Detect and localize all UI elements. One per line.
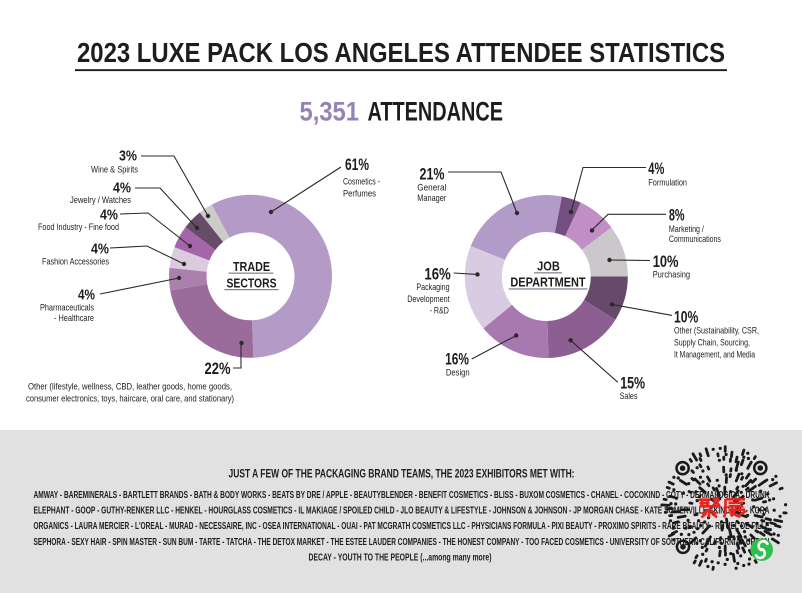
svg-text:4%: 4% — [78, 287, 95, 304]
svg-text:16%: 16% — [445, 350, 469, 369]
svg-text:Cosmetics -: Cosmetics - — [343, 177, 380, 187]
svg-text:Packaging: Packaging — [416, 282, 449, 292]
svg-text:Other (Sustainability, CSR,: Other (Sustainability, CSR, — [674, 326, 759, 336]
svg-text:15%: 15% — [620, 373, 645, 392]
svg-text:Pharmaceuticals: Pharmaceuticals — [40, 303, 94, 313]
svg-text:4%: 4% — [100, 207, 118, 224]
svg-text:It Management, and Media: It Management, and Media — [674, 350, 756, 360]
svg-text:consumer electronics, toys, ha: consumer electronics, toys, haircare, or… — [26, 394, 234, 404]
svg-text:8%: 8% — [669, 206, 685, 225]
svg-text:DEPARTMENT: DEPARTMENT — [510, 276, 586, 290]
svg-text:Perfumes: Perfumes — [343, 189, 376, 199]
svg-text:10%: 10% — [653, 252, 679, 271]
svg-text:DECAY - YOUTH TO THE PEOPLE (.: DECAY - YOUTH TO THE PEOPLE (...among ma… — [309, 552, 492, 563]
svg-text:- Healthcare: - Healthcare — [54, 313, 94, 323]
svg-text:Purchasing: Purchasing — [653, 269, 690, 279]
svg-text:Marketing /: Marketing / — [669, 224, 704, 234]
svg-text:JOB: JOB — [537, 260, 560, 274]
svg-text:4%: 4% — [113, 180, 131, 197]
svg-text:4%: 4% — [648, 159, 664, 178]
svg-text:61%: 61% — [345, 155, 369, 174]
svg-text:General: General — [417, 183, 446, 193]
svg-text:21%: 21% — [420, 165, 445, 184]
svg-text:SECTORS: SECTORS — [227, 277, 277, 291]
svg-text:Fashion Accessories: Fashion Accessories — [42, 257, 109, 267]
svg-text:2023 LUXE PACK LOS ANGELES ATT: 2023 LUXE PACK LOS ANGELES ATTENDEE STAT… — [77, 37, 725, 68]
svg-text:Design: Design — [446, 367, 470, 377]
svg-text:Development: Development — [407, 294, 450, 304]
svg-text:ORGANICS - LAURA MERCIER - L'O: ORGANICS - LAURA MERCIER - L'OREAL - MUR… — [34, 521, 770, 532]
svg-text:JUST A FEW OF THE PACKAGING BR: JUST A FEW OF THE PACKAGING BRAND TEAMS,… — [229, 467, 575, 481]
svg-text:10%: 10% — [674, 308, 698, 327]
svg-text:Other (lifestyle, wellness, CB: Other (lifestyle, wellness, CBD, leather… — [28, 382, 232, 392]
svg-text:Jewelry / Watches: Jewelry / Watches — [70, 195, 131, 205]
svg-text:Formulation: Formulation — [648, 177, 687, 187]
svg-text:ELEPHANT - GOOP - GUTHY-RENKER: ELEPHANT - GOOP - GUTHY-RENKER LLC - HEN… — [34, 506, 770, 517]
svg-text:Supply Chain, Sourcing,: Supply Chain, Sourcing, — [674, 338, 750, 348]
svg-text:TRADE: TRADE — [233, 260, 270, 274]
svg-text:22%: 22% — [205, 359, 231, 378]
svg-text:SEPHORA - SEXY HAIR - SPIN MAS: SEPHORA - SEXY HAIR - SPIN MASTER - SUN … — [34, 537, 770, 548]
svg-text:4%: 4% — [91, 241, 109, 258]
svg-text:Wine & Spirits: Wine & Spirits — [91, 165, 138, 175]
svg-text:AMWAY - BAREMINERALS - BARTLET: AMWAY - BAREMINERALS - BARTLETT BRANDS -… — [34, 490, 771, 501]
svg-text:Sales: Sales — [620, 391, 638, 401]
svg-text:Manager: Manager — [417, 193, 446, 203]
svg-text:- R&D: - R&D — [430, 306, 449, 316]
svg-text:Food Industry - Fine food: Food Industry - Fine food — [38, 222, 119, 232]
svg-text:Communications: Communications — [669, 234, 721, 244]
svg-text:3%: 3% — [119, 148, 137, 165]
svg-text:16%: 16% — [424, 264, 450, 283]
